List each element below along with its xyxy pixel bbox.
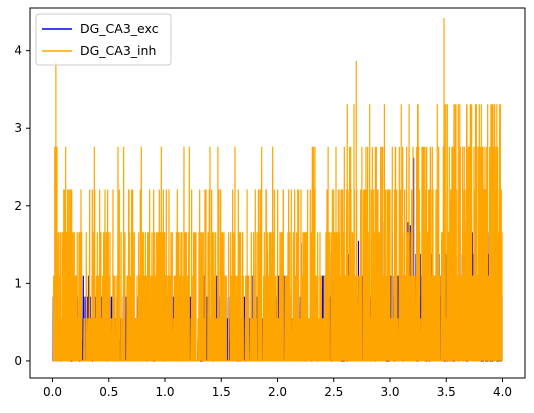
legend-label-exc: DG_CA3_exc [80,21,159,36]
legend: DG_CA3_exc DG_CA3_inh [35,13,172,66]
series-line-inh [52,18,503,362]
x-tick-label: 3.5 [437,385,456,399]
series-layer [52,18,503,362]
legend-label-inh: DG_CA3_inh [80,43,156,58]
x-tick-label: 1.5 [212,385,231,399]
legend-box [35,13,172,66]
x-tick-label: 4.0 [493,385,512,399]
y-tick-label: 2 [14,199,22,213]
axes-layer: 0.0 0.5 1.0 1.5 2.0 2.5 3.0 3.5 4.0 0 1 2 3 4 [14,44,512,399]
y-tick-label: 1 [14,276,22,290]
x-tick-label: 0.0 [43,385,62,399]
x-tick-label: 2.5 [324,385,343,399]
x-tick-label: 1.0 [155,385,174,399]
x-tick-label: 2.0 [268,385,287,399]
y-tick-label: 4 [14,44,22,58]
x-tick-label: 0.5 [99,385,118,399]
y-tick-label: 3 [14,121,22,135]
y-tick-label: 0 [14,354,22,368]
x-tick-label: 3.0 [380,385,399,399]
